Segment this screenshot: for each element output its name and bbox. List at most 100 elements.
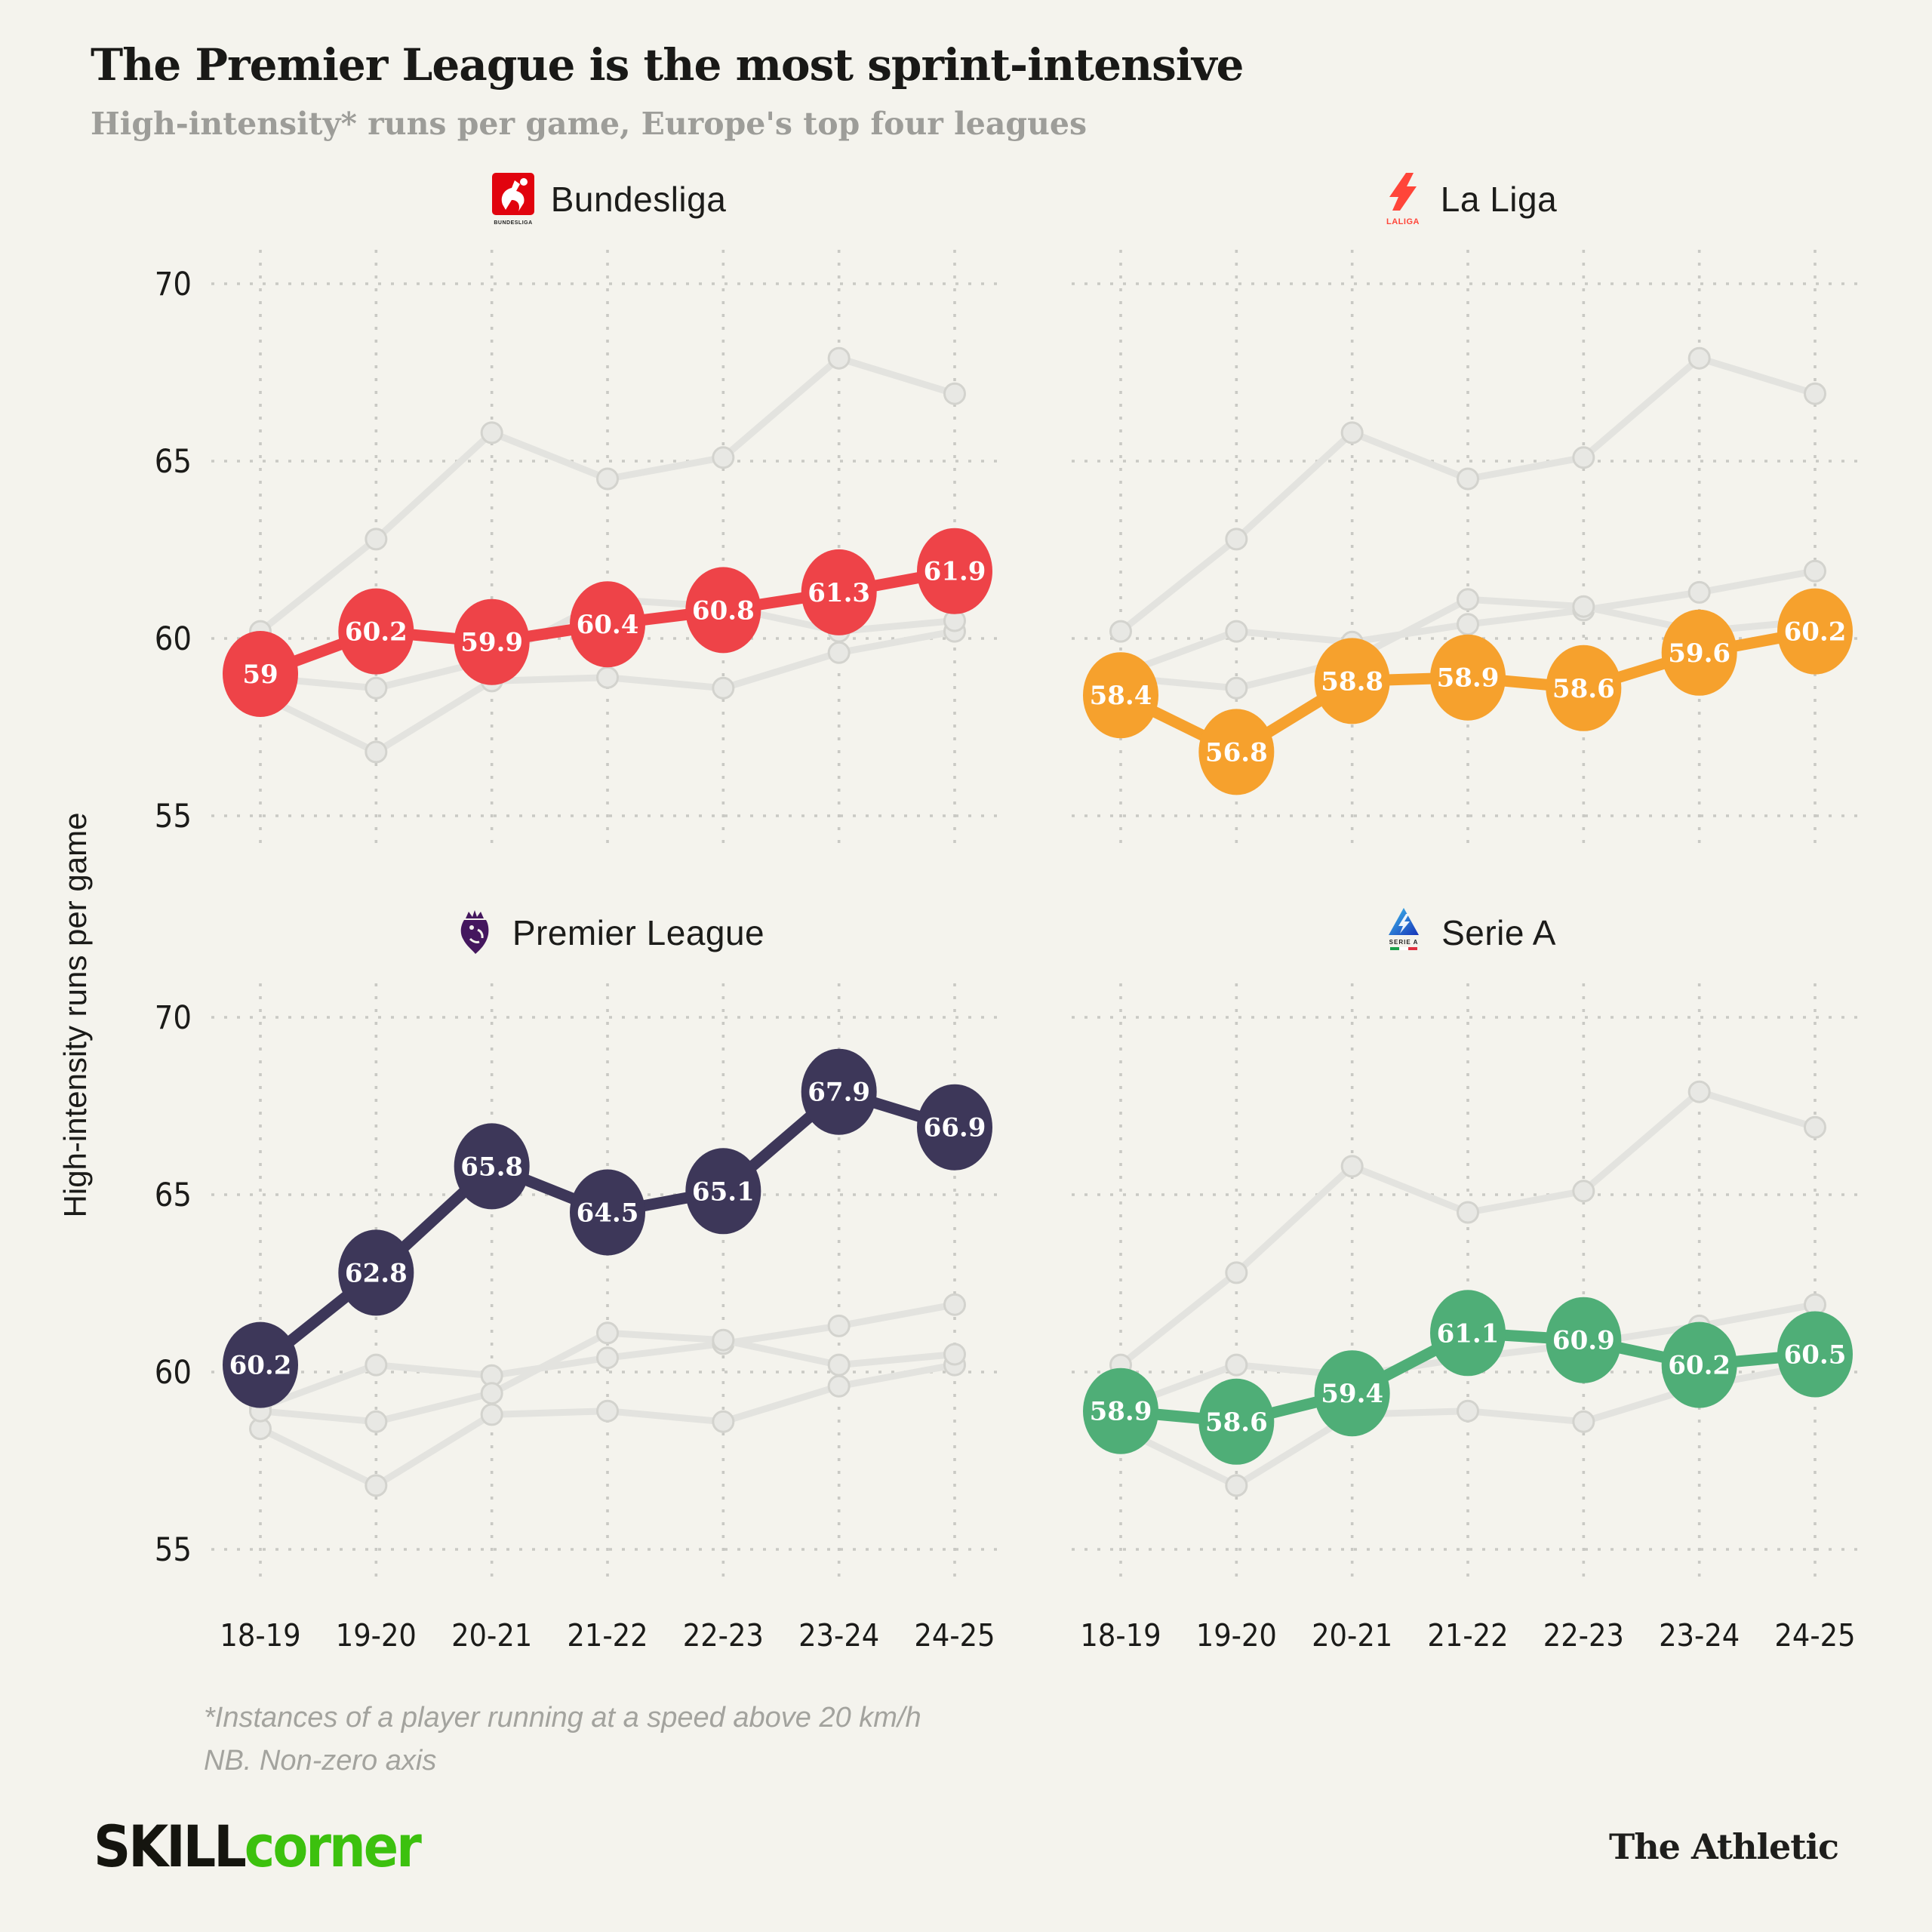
muted-data-point (1572, 1410, 1595, 1433)
muted-data-point (1456, 1399, 1479, 1423)
data-point-label: 60.8 (692, 595, 755, 626)
muted-data-point (712, 1328, 735, 1352)
muted-series-bundesliga (249, 1293, 966, 1419)
muted-data-point (712, 676, 735, 700)
x-tick-label: 21-22 (1427, 1617, 1508, 1654)
data-point-label: 58.6 (1552, 674, 1615, 704)
x-tick-label: 20-21 (451, 1617, 532, 1654)
panel-premier-league: Premier League 60.2 62.8 65.8 64.5 65.1 67.9 6… (113, 904, 1004, 1674)
muted-data-point (1109, 620, 1132, 643)
data-point-label: 58.6 (1205, 1407, 1268, 1438)
muted-data-point (1225, 620, 1248, 643)
muted-data-point (1803, 1115, 1826, 1139)
data-point-marker (1546, 645, 1622, 731)
panel-bundesliga: BUNDESLIGA Bundesliga 59 60.2 59.9 60.4 60.8… (113, 171, 1004, 872)
x-tick-label: 21-22 (567, 1617, 648, 1654)
x-tick-label: 22-23 (1543, 1617, 1624, 1654)
muted-data-point (1456, 588, 1479, 611)
muted-data-point (365, 1353, 388, 1377)
muted-data-point (1572, 595, 1595, 618)
x-tick-label: 24-25 (914, 1617, 995, 1654)
y-tick-label: 65 (155, 1177, 192, 1214)
muted-data-point (827, 1353, 851, 1377)
muted-data-point (1456, 467, 1479, 491)
data-point-label: 59.6 (1668, 638, 1730, 669)
x-tick-label: 24-25 (1774, 1617, 1855, 1654)
data-point-marker (338, 588, 414, 675)
muted-series-la-liga (249, 1353, 966, 1497)
panel-title-premier-league: Premier League (113, 904, 1004, 961)
x-tick-label: 23-24 (1659, 1617, 1740, 1654)
highlight-series-bundesliga: 59 60.2 59.9 60.4 60.8 61.3 61.9 (223, 528, 992, 717)
muted-data-point (595, 666, 619, 689)
y-tick-label: 60 (155, 620, 192, 658)
data-point-label: 61.9 (924, 557, 986, 587)
page-subtitle: High-intensity* runs per game, Europe's … (91, 106, 1088, 142)
serie-a-chart: 58.9 58.6 59.4 61.1 60.9 60.2 60.5 18-19 19-20 20… (1072, 983, 1861, 1654)
data-point-label: 60.2 (229, 1351, 292, 1381)
data-point-marker (801, 1048, 877, 1135)
data-point-marker (1777, 1311, 1853, 1398)
muted-data-point (1687, 346, 1711, 370)
page-title: The Premier League is the most sprint-in… (91, 39, 1244, 91)
data-point-marker (1661, 1321, 1737, 1408)
data-point-label: 64.5 (577, 1198, 639, 1229)
data-point-marker (1314, 1350, 1390, 1437)
muted-data-point (943, 1293, 966, 1316)
data-point-marker (1777, 588, 1853, 675)
data-point-marker (685, 1148, 761, 1235)
muted-data-point (1803, 382, 1826, 405)
data-point-label: 66.9 (924, 1113, 986, 1143)
x-tick-label: 19-20 (1196, 1617, 1277, 1654)
muted-data-point (1340, 1155, 1364, 1178)
data-point-marker (569, 1169, 645, 1256)
muted-data-point (595, 467, 619, 491)
panel-league-name: Serie A (1441, 913, 1556, 952)
data-point-label: 58.9 (1437, 663, 1500, 694)
la-liga-logo-icon: LALIGA (1386, 173, 1419, 226)
x-tick-label: 20-21 (1312, 1617, 1392, 1654)
small-multiples-grid: BUNDESLIGA Bundesliga 59 60.2 59.9 60.4 60.8… (113, 171, 1861, 1674)
muted-data-point (480, 1382, 503, 1405)
the-athletic-logo: The Athletic (1608, 1826, 1839, 1867)
premier-league-logo-icon (460, 910, 489, 954)
footer: SKILLcorner The Athletic (91, 1813, 1841, 1880)
skillcorner-logo-black: SKILL (94, 1813, 247, 1880)
data-point-label: 60.2 (1668, 1351, 1730, 1381)
serie-a-logo-icon: SERIE A (1389, 908, 1420, 950)
muted-data-point (595, 1399, 619, 1423)
data-point-label: 61.3 (808, 578, 870, 608)
muted-data-point (480, 421, 503, 445)
panel-serie-a: SERIE A Serie A 58.9 58.6 59.4 61.1 60.9 60.2… (1072, 904, 1864, 1674)
panel-league-name: La Liga (1440, 180, 1558, 219)
data-point-label: 61.1 (1437, 1318, 1500, 1349)
data-point-marker (1429, 1290, 1506, 1377)
muted-data-point (827, 1374, 851, 1398)
muted-data-point (365, 740, 388, 764)
y-tick-label: 70 (155, 999, 192, 1037)
bundesliga-logo-icon: BUNDESLIGA (491, 173, 534, 226)
muted-data-point (595, 1346, 619, 1370)
data-point-marker (916, 1084, 992, 1171)
muted-data-point (1225, 1353, 1248, 1377)
svg-text:BUNDESLIGA: BUNDESLIGA (494, 220, 532, 226)
muted-data-point (1456, 1201, 1479, 1224)
muted-data-point (365, 1474, 388, 1497)
data-point-label: 60.4 (577, 610, 639, 640)
panel-league-name: Bundesliga (550, 180, 727, 219)
data-point-marker (685, 567, 761, 654)
muted-data-point (1572, 446, 1595, 469)
x-tick-label: 23-24 (798, 1617, 879, 1654)
x-tick-label: 22-23 (683, 1617, 764, 1654)
data-point-label: 58.4 (1090, 681, 1152, 711)
data-point-marker (1198, 1378, 1275, 1465)
data-point-label: 59 (242, 660, 278, 690)
panel-title-bundesliga: BUNDESLIGA Bundesliga (113, 171, 1004, 228)
muted-data-point (1225, 1261, 1248, 1284)
y-tick-label: 65 (155, 443, 192, 481)
muted-data-point (1225, 528, 1248, 551)
data-point-label: 65.8 (460, 1152, 523, 1182)
panel-la-liga: LALIGA La Liga 58.4 56.8 58.8 58.9 58.6 59.6 6… (1072, 171, 1864, 872)
bundesliga-chart: 59 60.2 59.9 60.4 60.8 61.3 61.9 70 65 60 55 (155, 250, 1001, 848)
x-tick-label: 19-20 (336, 1617, 417, 1654)
